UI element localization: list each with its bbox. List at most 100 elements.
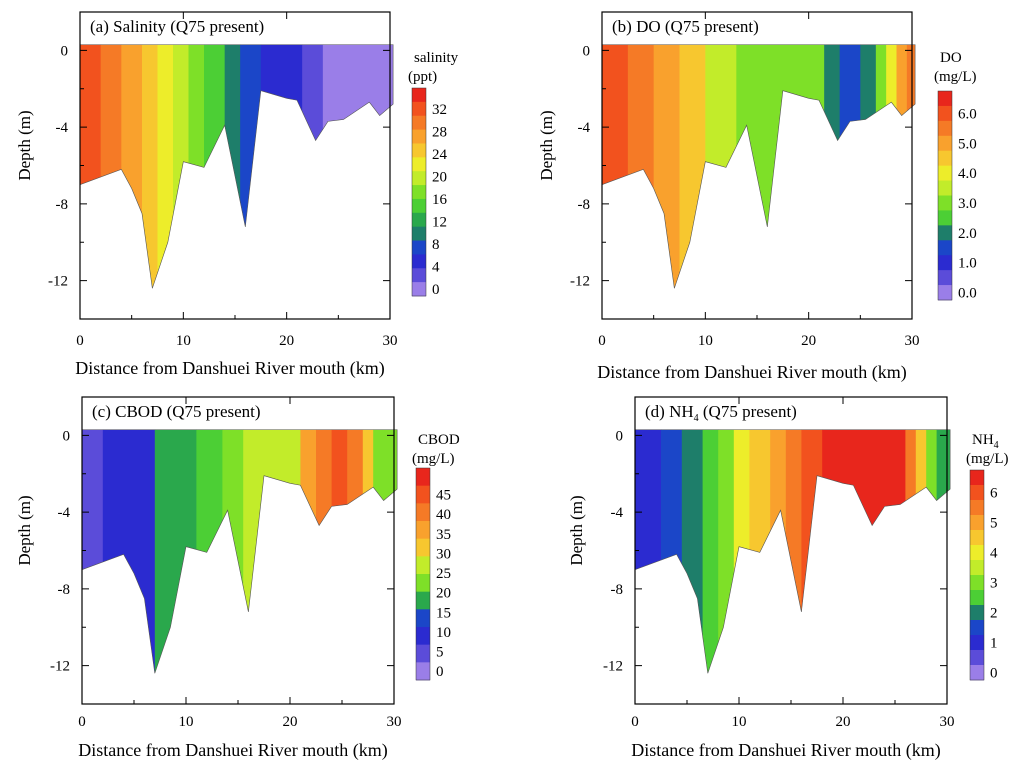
y-tick-label: -8 <box>56 197 69 213</box>
contour-band <box>240 44 262 289</box>
panel-title: (b) DO (Q75 present) <box>612 17 759 36</box>
colorbar-label: 20 <box>436 586 451 602</box>
colorbar-swatch <box>938 150 952 167</box>
section-outline <box>634 429 951 674</box>
colorbar-label: 4 <box>990 546 998 562</box>
x-tick-label: 20 <box>283 714 298 730</box>
panel-title: (a) Salinity (Q75 present) <box>90 17 264 36</box>
colorbar-swatch <box>416 609 430 628</box>
y-tick-label: 0 <box>63 428 71 444</box>
colorbar-label: 15 <box>436 605 451 621</box>
contour-band <box>196 429 223 674</box>
colorbar-swatch <box>416 468 430 487</box>
contour-band <box>362 429 374 674</box>
y-tick-label: -12 <box>603 659 623 675</box>
colorbar-swatch <box>938 255 952 271</box>
colorbar-swatch <box>970 605 984 621</box>
colorbar-label: 35 <box>436 527 451 543</box>
x-tick-label: 10 <box>698 333 713 349</box>
colorbar-label: 3 <box>990 576 998 592</box>
y-axis-label: Depth (m) <box>15 495 34 565</box>
contour-band <box>188 44 205 289</box>
contour-band <box>157 44 174 289</box>
panel-title: (c) CBOD (Q75 present) <box>92 402 261 421</box>
colorbar-swatch <box>412 101 426 117</box>
contour-band <box>260 44 303 289</box>
colorbar-swatch <box>412 282 426 297</box>
x-tick-label: 20 <box>801 333 816 349</box>
x-axis-label: Distance from Danshuei River mouth (km) <box>75 358 384 379</box>
colorbar-swatch <box>938 105 952 122</box>
x-tick-label: 30 <box>905 333 920 349</box>
colorbar-swatch <box>970 635 984 651</box>
colorbar-swatch <box>938 270 952 286</box>
y-tick-label: -8 <box>611 582 624 598</box>
colorbar-unit: (mg/L) <box>412 451 455 467</box>
y-tick-label: -8 <box>578 197 591 213</box>
section-outline <box>81 429 398 674</box>
colorbar-swatch <box>938 180 952 196</box>
colorbar-swatch <box>416 521 430 540</box>
y-tick-label: -4 <box>578 120 591 136</box>
colorbar-swatch <box>970 620 984 636</box>
colorbar-frame <box>411 87 427 297</box>
contour-band <box>705 44 737 289</box>
contour-band <box>80 44 102 289</box>
contour-band <box>302 44 324 289</box>
x-tick-label: 10 <box>732 714 747 730</box>
colorbar: 6 5 4 3 2 1 0 NH4(mg/L) <box>966 432 1009 682</box>
contour-band <box>875 44 887 289</box>
contour-band <box>121 44 143 289</box>
colorbar: 32 28 24 20 16 12 8 4 0 salinity (ppt) <box>408 50 459 298</box>
colorbar-swatch <box>970 575 984 591</box>
contour-band <box>906 44 916 289</box>
colorbar-swatch <box>938 91 952 107</box>
colorbar-label: 12 <box>432 214 447 230</box>
colorbar-label: 24 <box>432 147 448 163</box>
colorbar-swatch <box>938 225 952 241</box>
colorbar-label: 0.0 <box>958 286 977 302</box>
colorbar-label: 25 <box>436 566 451 582</box>
colorbar-label: 40 <box>436 507 451 523</box>
colorbar-label: 3.0 <box>958 196 977 212</box>
colorbar-title: NH4 <box>972 432 999 451</box>
colorbar-swatch <box>970 650 984 666</box>
x-axis-label: Distance from Danshuei River mouth (km) <box>631 740 940 761</box>
colorbar-swatch <box>416 485 430 504</box>
contour-band <box>801 429 823 674</box>
y-tick-label: -12 <box>50 659 70 675</box>
contour-band <box>347 429 364 674</box>
contour-band <box>243 429 301 674</box>
colorbar-swatch <box>412 88 426 103</box>
contour-fill <box>635 429 951 674</box>
contour-band <box>749 429 771 674</box>
x-tick-label: 10 <box>176 333 191 349</box>
colorbar-frame <box>937 90 953 301</box>
contour-band <box>602 44 629 289</box>
contour-fill <box>80 44 394 289</box>
colorbar-label: 4 <box>432 260 440 276</box>
colorbar-unit: (mg/L) <box>934 69 977 85</box>
colorbar-label: 1 <box>990 636 998 652</box>
y-tick-label: -4 <box>56 120 69 136</box>
colorbar-swatch <box>970 515 984 531</box>
colorbar-swatch <box>416 503 430 522</box>
colorbar-swatch <box>412 171 426 186</box>
y-tick-label: -8 <box>58 582 71 598</box>
colorbar-label: 6.0 <box>958 106 977 122</box>
y-axis-label: Depth (m) <box>567 495 586 565</box>
colorbar-label: 5.0 <box>958 136 977 152</box>
colorbar-label: 8 <box>432 237 440 253</box>
colorbar-label: 5 <box>990 516 998 532</box>
contour-band <box>204 44 226 289</box>
colorbar-title: salinity <box>414 50 459 66</box>
contour-band <box>702 429 719 674</box>
colorbar-swatch <box>412 143 426 158</box>
colorbar-swatch <box>938 285 952 301</box>
colorbar-swatch <box>416 662 430 681</box>
colorbar-swatch <box>970 665 984 681</box>
x-tick-label: 30 <box>383 333 398 349</box>
contour-band <box>839 44 861 289</box>
colorbar-label: 6 <box>990 486 998 502</box>
x-tick-label: 0 <box>598 333 606 349</box>
